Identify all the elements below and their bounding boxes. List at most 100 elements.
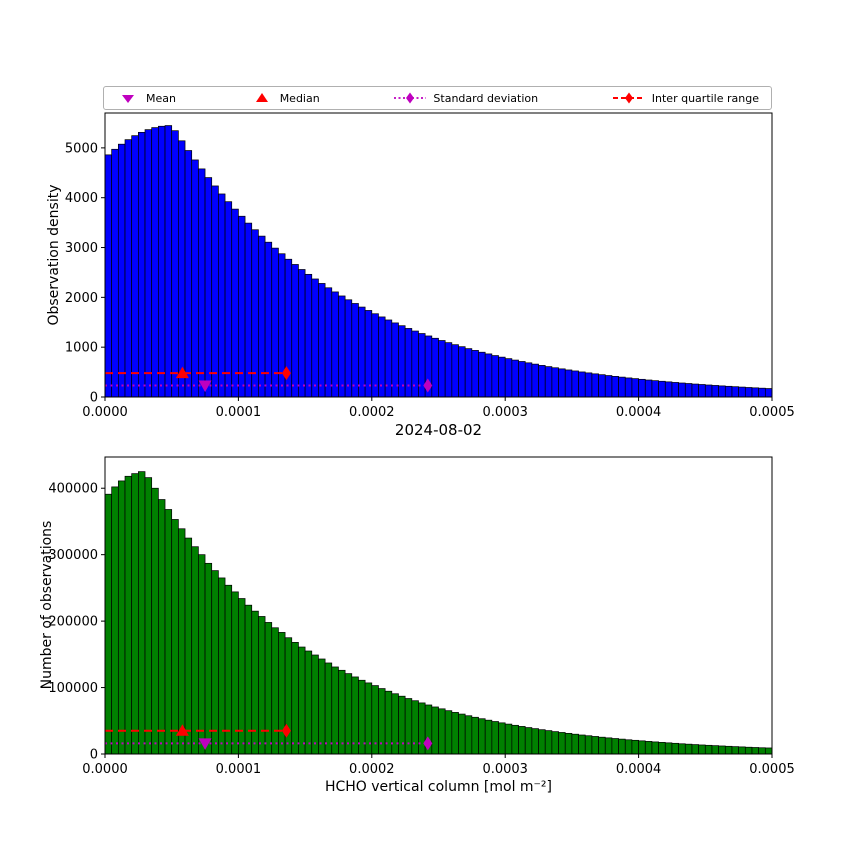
histogram-bar xyxy=(431,337,439,398)
histogram-bar xyxy=(351,303,359,398)
histogram-bar xyxy=(498,722,506,755)
histogram-bar xyxy=(318,658,326,755)
histogram-bar xyxy=(598,374,606,398)
y-tick-label: 400000 xyxy=(48,482,98,497)
histogram-bar xyxy=(624,377,633,398)
histogram-bar xyxy=(111,486,119,755)
legend-label-iqr: Inter quartile range xyxy=(651,91,759,105)
histogram-bar xyxy=(144,477,153,755)
histogram-bar xyxy=(171,130,179,398)
histogram-bar xyxy=(591,373,599,398)
histogram-bar xyxy=(411,700,419,755)
histogram-bar xyxy=(178,140,186,398)
histogram-bar xyxy=(104,493,113,755)
histogram-bar xyxy=(178,528,186,755)
iqr-marker-shape xyxy=(624,92,633,104)
histogram-bar xyxy=(291,264,299,398)
histogram-bar xyxy=(491,721,499,755)
y-tick-label: 0 xyxy=(90,391,98,406)
histogram-bar xyxy=(191,546,199,755)
histogram-bar xyxy=(331,666,339,755)
x-tick-label: 0.0001 xyxy=(216,762,262,777)
histogram-bar xyxy=(638,740,646,755)
histogram-bar xyxy=(684,743,693,755)
x-tick-label: 0.0004 xyxy=(616,762,662,777)
histogram-bar xyxy=(404,328,413,398)
histogram-bar xyxy=(578,371,586,398)
histogram-bar xyxy=(484,353,493,398)
x-tick-label: 0.0002 xyxy=(349,405,395,420)
histogram-bar xyxy=(251,610,259,755)
histogram-bar xyxy=(511,724,519,755)
xlabel-hcho-vertical-column: HCHO vertical column [mol m⁻²] xyxy=(324,779,553,795)
histogram-bar xyxy=(524,362,533,398)
histogram-bar xyxy=(618,738,626,755)
histogram-bar xyxy=(224,584,233,755)
iqr-diamond xyxy=(281,723,291,738)
histogram-bar xyxy=(704,744,713,755)
histogram-bar xyxy=(444,710,453,755)
date-title: 2024-08-02 xyxy=(394,421,483,439)
histogram-bar xyxy=(691,383,699,398)
histogram-bar xyxy=(524,727,533,755)
mean-marker-shape xyxy=(122,95,134,103)
y-tick-label: 0 xyxy=(90,748,98,763)
histogram-bar xyxy=(138,131,146,398)
histogram-bar xyxy=(231,208,239,398)
x-tick-label: 0.0003 xyxy=(482,762,528,777)
histogram-bar xyxy=(738,386,746,398)
histogram-bar xyxy=(151,127,159,398)
histogram-bar xyxy=(758,387,766,398)
iqr-diamond xyxy=(281,366,291,381)
histogram-bar xyxy=(551,367,559,398)
histogram-bar xyxy=(751,747,760,755)
histogram-bar xyxy=(364,310,373,398)
histogram-bar xyxy=(158,125,166,398)
iqr-dashed-diamond-icon xyxy=(612,92,645,104)
histogram-bar xyxy=(404,698,413,755)
histogram-bar xyxy=(131,473,139,755)
histogram-bar xyxy=(338,669,346,755)
histogram-bar xyxy=(764,747,773,755)
histogram-bar xyxy=(698,744,706,755)
histogram-bar xyxy=(458,713,466,755)
histogram-bar xyxy=(698,384,706,398)
histogram-bar xyxy=(138,471,146,755)
histogram-bar xyxy=(598,736,606,755)
histogram-bar xyxy=(651,380,659,398)
histogram-bar xyxy=(478,718,486,755)
histogram-bar xyxy=(731,386,739,398)
x-tick-label: 0.0003 xyxy=(482,405,528,420)
histogram-bar xyxy=(304,273,313,398)
histogram-bar xyxy=(618,376,626,398)
histogram-bar xyxy=(658,742,666,755)
y-tick-label: 2000 xyxy=(65,291,98,306)
histogram-bar xyxy=(504,723,513,755)
histogram-bar xyxy=(518,361,526,398)
histogram-bar xyxy=(398,325,406,398)
histogram-bar xyxy=(117,480,126,755)
histogram-bar xyxy=(631,378,639,398)
histogram-bar xyxy=(344,299,353,398)
ylabel-number-of-observations: Number of observations xyxy=(39,520,55,690)
histogram-bar xyxy=(511,359,519,398)
legend-item-mean: Mean xyxy=(116,91,176,105)
std-diamond xyxy=(423,378,433,393)
histogram-bar xyxy=(371,313,379,398)
y-tick-label: 4000 xyxy=(65,191,98,206)
histogram-bar xyxy=(358,306,366,398)
histogram-bar xyxy=(604,737,613,755)
histogram-bar xyxy=(711,745,719,755)
axes-frame xyxy=(104,112,773,398)
histogram-bar xyxy=(444,342,453,398)
histogram-bar xyxy=(484,719,493,755)
median-marker xyxy=(175,724,189,736)
histogram-bar xyxy=(211,185,219,398)
histogram-bar xyxy=(551,731,559,755)
histogram-bar xyxy=(558,368,566,398)
histogram-bar xyxy=(331,291,339,398)
histogram-bar xyxy=(718,745,726,755)
histogram-bar xyxy=(164,125,173,398)
